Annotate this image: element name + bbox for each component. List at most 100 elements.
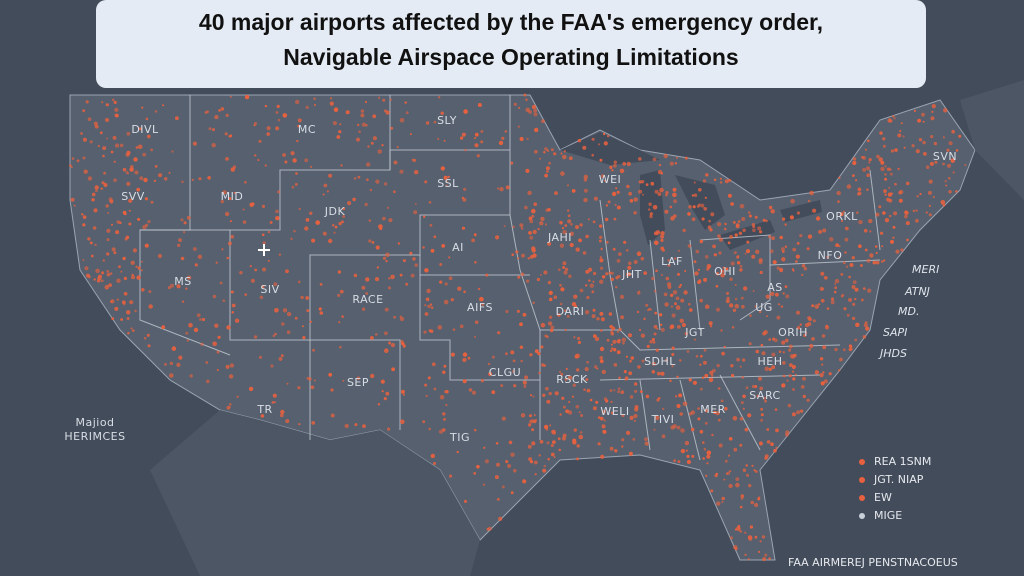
airport-dot xyxy=(736,261,741,265)
airport-dot xyxy=(693,338,697,341)
airport-dot xyxy=(191,178,194,182)
side-label: Majiod xyxy=(75,416,114,429)
airport-dot xyxy=(669,161,674,166)
airport-dot xyxy=(445,180,448,183)
airport-dot xyxy=(593,334,597,338)
airport-dot xyxy=(572,438,577,443)
airport-dot xyxy=(541,119,545,123)
state-label: SEP xyxy=(347,376,369,389)
airport-dot xyxy=(942,162,945,166)
airport-dot xyxy=(611,191,617,197)
airport-dot xyxy=(931,110,934,113)
airport-dot xyxy=(559,302,563,306)
airport-dot xyxy=(917,118,921,123)
legend-label: MIGE xyxy=(874,509,902,522)
airport-dot xyxy=(208,127,212,131)
airport-dot xyxy=(754,502,759,508)
airport-dot xyxy=(703,447,707,451)
airport-dot xyxy=(855,322,860,327)
state-label: AS xyxy=(767,281,783,294)
east-label: JHDS xyxy=(878,347,907,360)
airport-dot xyxy=(762,557,767,562)
airport-dot xyxy=(545,208,549,212)
airport-dot xyxy=(610,271,614,275)
airport-dot xyxy=(838,176,841,179)
airport-dot xyxy=(651,370,656,374)
airport-dot xyxy=(759,230,763,234)
airport-dot xyxy=(759,540,762,543)
airport-dot xyxy=(643,317,646,321)
airport-dot xyxy=(603,419,606,422)
airport-dot xyxy=(894,182,897,186)
airport-dot xyxy=(664,209,669,214)
airport-dot xyxy=(727,454,731,457)
airport-dot xyxy=(928,213,932,217)
airport-dot xyxy=(137,266,141,270)
airport-dot xyxy=(356,137,360,142)
airport-dot xyxy=(543,424,549,430)
airport-dot xyxy=(399,273,403,277)
airport-dot xyxy=(597,442,601,446)
airport-dot xyxy=(258,139,262,143)
airport-dot xyxy=(402,393,406,396)
airport-dot xyxy=(473,136,477,140)
airport-dot xyxy=(839,357,843,362)
airport-dot xyxy=(513,384,517,388)
airport-dot xyxy=(531,208,536,214)
airport-dot xyxy=(719,181,723,184)
airport-dot xyxy=(711,374,714,377)
airport-dot xyxy=(577,340,582,345)
airport-dot xyxy=(282,153,286,157)
airport-dot xyxy=(702,441,705,444)
airport-dot xyxy=(846,313,850,317)
airport-dot xyxy=(120,318,123,321)
airport-dot xyxy=(735,477,740,481)
airport-dot xyxy=(527,423,532,427)
airport-dot xyxy=(677,249,681,252)
airport-dot xyxy=(200,342,204,346)
airport-dot xyxy=(593,365,598,369)
airport-dot xyxy=(659,187,664,193)
airport-dot xyxy=(626,430,631,435)
airport-dot xyxy=(825,324,828,328)
airport-dot xyxy=(361,122,366,127)
airport-dot xyxy=(633,211,637,215)
state-label: LAF xyxy=(661,255,683,268)
airport-dot xyxy=(716,222,722,227)
airport-dot xyxy=(424,304,427,307)
airport-dot xyxy=(285,419,290,424)
airport-dot xyxy=(382,256,387,260)
airport-dot xyxy=(932,195,935,199)
airport-dot xyxy=(880,160,885,165)
airport-dot xyxy=(529,353,533,357)
airport-dot xyxy=(162,104,165,107)
airport-dot xyxy=(298,423,301,426)
airport-dot xyxy=(402,259,406,263)
canada xyxy=(960,80,1024,200)
airport-dot xyxy=(893,211,898,216)
airport-dot xyxy=(171,150,174,153)
airport-dot xyxy=(443,417,446,421)
airport-dot xyxy=(592,271,597,276)
airport-dot xyxy=(782,292,785,295)
state-label: SLY xyxy=(437,114,457,127)
airport-dot xyxy=(634,407,639,412)
airport-dot xyxy=(875,260,880,265)
airport-dot xyxy=(750,500,754,505)
airport-dot xyxy=(499,187,504,192)
airport-dot xyxy=(649,340,653,344)
airport-dot xyxy=(799,234,803,238)
airport-dot xyxy=(613,348,617,352)
airport-dot xyxy=(87,275,91,279)
airport-dot xyxy=(751,464,754,467)
airport-dot xyxy=(664,302,669,307)
airport-dot xyxy=(400,389,405,394)
airport-dot xyxy=(768,367,772,371)
airport-dot xyxy=(699,363,702,366)
airport-dot xyxy=(379,226,383,230)
airport-dot xyxy=(719,237,723,242)
airport-dot xyxy=(609,389,613,392)
airport-dot xyxy=(357,123,360,127)
airport-dot xyxy=(706,462,709,465)
airport-dot xyxy=(306,376,310,380)
